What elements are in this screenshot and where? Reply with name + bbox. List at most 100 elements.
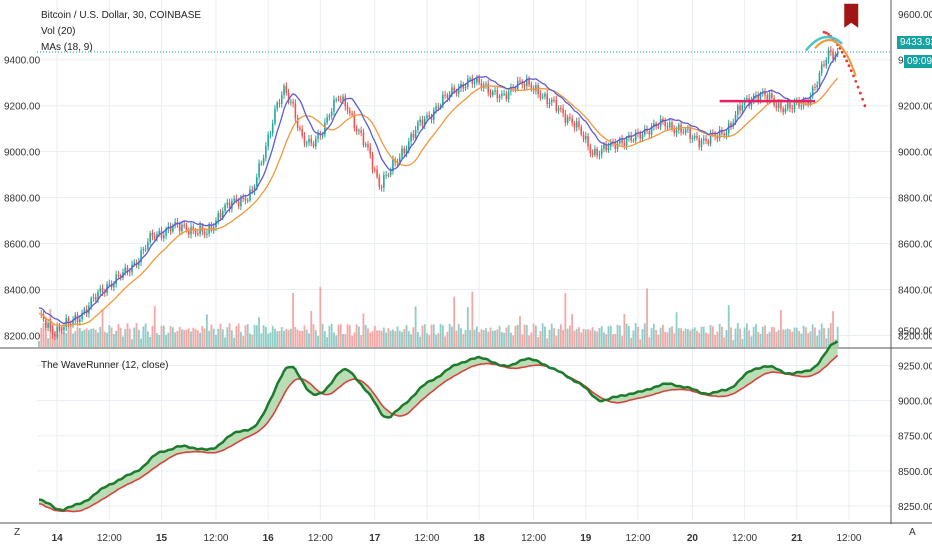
indicator-y-tick: 8750.00 [898,432,932,443]
volume-bar [489,327,492,347]
candle-body [144,248,147,250]
volume-bar [351,335,354,347]
volume-bar [480,329,483,347]
zoom-button-left[interactable]: Z [14,527,21,538]
volume-bar [348,325,351,347]
candle-body [575,121,578,128]
volume-bar [38,341,40,347]
candle-body [584,136,587,140]
candle-body [47,322,49,328]
candle-body [224,204,226,211]
volume-bar [555,335,558,347]
candle-body [228,202,231,209]
volume-bar [718,323,721,347]
volume-bar [609,325,612,347]
volume-bar [584,329,587,347]
volume-bar [47,338,49,347]
candle-body [290,101,292,103]
volume-bar [398,330,401,347]
candle-body [194,230,197,234]
projection-dot [845,59,849,63]
candle-body [775,105,778,108]
candle-body [287,92,290,103]
candle-body [457,87,460,94]
candle-body [648,131,651,135]
volume-bar [42,323,45,347]
candle-body [777,103,780,108]
candle-body [187,230,190,235]
volume-bar [462,334,465,347]
y-tick-left: 8200.00 [4,332,41,343]
volume-bar [203,328,206,347]
y-tick-right: 8200.00 [898,332,932,343]
volume-bar [124,328,127,347]
candle-body [632,140,635,142]
candle-body [49,322,52,328]
volume-bar [634,323,637,347]
candle-body [269,133,272,135]
volume-bar [736,323,739,347]
volume-bar [516,324,519,347]
volume-bar [773,327,776,347]
candle-body [696,136,698,139]
indicator-y-tick: 9250.00 [898,361,932,372]
candle-body [491,91,494,96]
candle-body [371,154,374,170]
volume-bar [444,336,447,347]
candle-body [455,91,458,94]
volume-bar [146,331,149,347]
volume-bar [389,330,392,347]
volume-bar [278,331,281,347]
volume-bar [294,326,297,347]
x-tick: 12:00 [836,533,861,544]
candle-body [353,114,356,129]
candle-body [721,130,723,134]
x-tick: 16 [263,533,275,544]
ma-slow-line [38,77,839,327]
volume-bar [40,327,43,347]
volume-bar [439,323,442,347]
volume-bar [74,331,77,347]
volume-bar [357,326,360,347]
volume-bar [63,332,65,347]
candle-body [435,106,437,110]
volume-bar [730,327,732,347]
volume-bar [745,323,748,347]
volume-bar [376,330,378,347]
indicator-y-tick: 8500.00 [898,467,932,478]
volume-bar [451,326,453,347]
volume-bar [85,328,88,347]
volume-bar [233,337,236,347]
candle-body [514,88,517,90]
candle-body [625,137,628,146]
candle-body [398,157,401,162]
candle-body [464,87,467,89]
volume-bar [72,333,74,347]
volume-bar [553,328,555,347]
candle-body [535,85,537,91]
candle-body [60,329,63,331]
candle-body [373,169,376,171]
candle-body [335,99,338,101]
candle-body [641,134,644,139]
main-grid [37,0,891,520]
volume-bar [716,331,719,347]
volume-bar [621,336,623,347]
candle-body [178,224,181,232]
candle-body [671,122,673,130]
projection-dot [843,55,846,58]
volume-bar [81,331,84,347]
volume-bar [836,326,839,347]
candle-body [546,93,549,105]
candle-body [251,189,254,192]
candle-body [160,230,163,239]
x-tick: 12:00 [203,533,228,544]
volume-bar [44,329,47,347]
projection-arc [804,35,843,52]
zoom-button-right[interactable]: A [909,527,916,538]
candle-body [383,175,385,188]
volume-bar [432,324,435,347]
candle-body [280,95,283,104]
volume-bar [165,334,167,347]
